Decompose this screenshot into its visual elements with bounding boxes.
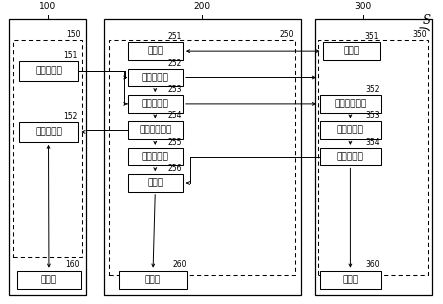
Text: 演奏取得部: 演奏取得部 — [35, 67, 62, 76]
Text: 数据前处理部: 数据前处理部 — [139, 126, 171, 135]
Text: 353: 353 — [365, 111, 380, 120]
Text: 160: 160 — [66, 261, 80, 269]
Bar — [119, 271, 187, 289]
Text: 演奏接收部: 演奏接收部 — [142, 73, 169, 82]
Bar — [17, 271, 81, 289]
Text: 150: 150 — [66, 30, 81, 39]
Text: S: S — [423, 15, 431, 27]
Text: 调整部: 调整部 — [147, 178, 163, 188]
Bar — [323, 42, 380, 60]
Text: 指示取得部: 指示取得部 — [142, 99, 169, 109]
Text: 256: 256 — [167, 164, 182, 173]
Text: 255: 255 — [167, 138, 182, 147]
Text: 151: 151 — [63, 51, 78, 60]
Text: 存储部: 存储部 — [342, 275, 358, 285]
Text: 354: 354 — [365, 138, 380, 147]
Text: 350: 350 — [412, 30, 427, 39]
Bar — [109, 40, 295, 275]
Text: 100: 100 — [39, 2, 56, 12]
Text: 学习处理部: 学习处理部 — [337, 126, 364, 135]
Text: 351: 351 — [365, 32, 379, 41]
Text: 352: 352 — [365, 85, 380, 94]
Bar — [128, 42, 183, 60]
Bar — [320, 95, 381, 113]
Text: 253: 253 — [167, 85, 182, 94]
Text: 254: 254 — [167, 111, 182, 120]
Text: 存储部: 存储部 — [41, 275, 57, 285]
Bar — [104, 19, 301, 295]
Text: 152: 152 — [63, 112, 78, 121]
Text: 250: 250 — [279, 30, 294, 39]
Bar — [13, 40, 82, 257]
Bar — [128, 69, 183, 86]
Text: 认证部: 认证部 — [343, 47, 359, 56]
Text: 模型发行部: 模型发行部 — [337, 152, 364, 161]
Text: 认证部: 认证部 — [147, 47, 163, 56]
Text: 数据前处理部: 数据前处理部 — [334, 99, 366, 109]
Text: 推论处理部: 推论处理部 — [142, 152, 169, 161]
Bar — [318, 40, 428, 275]
Bar — [19, 122, 78, 142]
Bar — [19, 61, 78, 81]
Bar — [128, 174, 183, 192]
Text: 252: 252 — [168, 58, 182, 67]
Text: 300: 300 — [355, 2, 372, 12]
Bar — [128, 148, 183, 165]
Text: 200: 200 — [193, 2, 210, 12]
Text: 360: 360 — [365, 261, 380, 269]
Bar — [128, 95, 183, 113]
Bar — [320, 148, 381, 165]
Text: 参数设定部: 参数设定部 — [35, 127, 62, 136]
Text: 存储部: 存储部 — [145, 275, 161, 285]
Text: 260: 260 — [172, 261, 187, 269]
Bar — [315, 19, 432, 295]
Bar — [320, 271, 381, 289]
Bar — [320, 122, 381, 139]
Bar — [9, 19, 86, 295]
Text: 251: 251 — [168, 32, 182, 41]
Bar — [128, 122, 183, 139]
